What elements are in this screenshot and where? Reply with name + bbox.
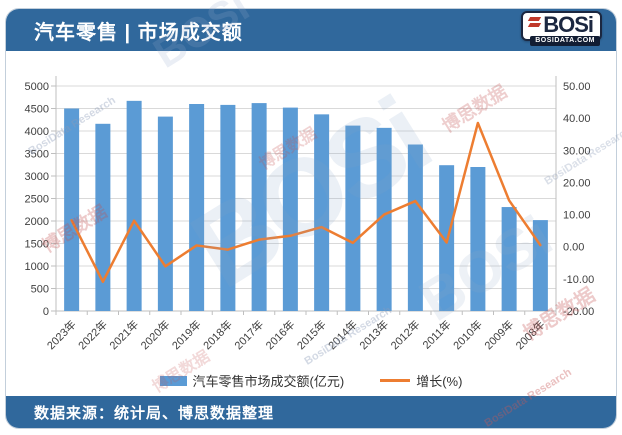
x-axis-label: 2008年 [513, 317, 548, 352]
revenue-bar [251, 103, 267, 311]
left-axis-label: 500 [31, 284, 49, 296]
left-axis-label: 2000 [25, 216, 49, 228]
logo-domain-label: BOSIDATA.COM [530, 36, 600, 46]
x-axis-label: 2018年 [200, 317, 235, 352]
line-series-swatch [380, 379, 411, 382]
revenue-bar [64, 108, 80, 311]
revenue-bar [157, 116, 173, 311]
header-band: 汽车零售 | 市场成交额 [6, 9, 616, 51]
revenue-bar [189, 104, 205, 311]
revenue-bar [314, 114, 330, 311]
x-axis-label: 2021年 [106, 317, 141, 352]
x-axis-label: 2016年 [263, 317, 298, 352]
x-axis-label: 2013年 [356, 317, 391, 352]
right-axis-label: 10.00 [563, 210, 591, 222]
left-axis-label: 0 [43, 306, 49, 318]
left-axis-label: 3500 [25, 149, 49, 161]
bar-series-label: 汽车零售市场成交额(亿元) [192, 374, 345, 389]
right-axis-label: 40.00 [563, 113, 591, 125]
right-axis-label: 0.00 [563, 242, 584, 254]
x-axis-label: 2023年 [44, 317, 79, 352]
combo-chart: 0 500 1000 1500 2000 2500 3000 3500 4000 4500 5000… [25, 76, 594, 352]
x-axis-label: 2019年 [169, 317, 204, 352]
left-axis-label: 3000 [25, 171, 49, 183]
revenue-bar [501, 207, 517, 311]
line-series-label: 增长(%) [416, 374, 463, 389]
x-axis-label: 2009年 [481, 317, 516, 352]
left-axis-label: 5000 [25, 81, 49, 93]
x-axis-label: 2010年 [450, 317, 485, 352]
revenue-bar [532, 220, 548, 311]
chart-legend: 汽车零售市场成交额(亿元) 增长(%) [6, 365, 616, 396]
revenue-bar [282, 107, 298, 311]
legend-item-growth: 增长(%) [380, 371, 462, 390]
left-axis-label: 1500 [25, 239, 49, 251]
legend-item-revenue: 汽车零售市场成交额(亿元) [159, 371, 345, 390]
revenue-bar [126, 100, 142, 311]
x-axis-label: 2017年 [231, 317, 266, 352]
growth-line [70, 121, 542, 283]
revenue-bar [407, 144, 423, 311]
bosi-logo: BOSi BOSIDATA.COM [498, 11, 602, 46]
footer-band: 数据来源：统计局、博思数据整理 [6, 396, 616, 428]
left-axis-label: 4500 [25, 104, 49, 116]
x-axis-label: 2020年 [138, 317, 173, 352]
x-axis-label: 2011年 [419, 317, 453, 351]
x-axis-label: 2012年 [388, 317, 423, 352]
logo-red-stripes-icon [528, 17, 542, 27]
x-axis-label: 2015年 [294, 317, 329, 352]
revenue-bar [470, 167, 486, 311]
x-axis-label: 2014年 [325, 317, 360, 352]
data-source-text: 数据来源：统计局、博思数据整理 [34, 404, 275, 422]
bar-series-swatch [159, 375, 187, 386]
x-axis-label: 2022年 [75, 317, 110, 352]
revenue-bar [95, 123, 111, 311]
revenue-bar [220, 104, 236, 312]
right-axis-label: 50.00 [563, 81, 591, 93]
report-card: 汽车零售 | 市场成交额 BOSi BOSIDATA.COM 0 500 1000 1… [5, 8, 617, 429]
right-axis-label: -10.00 [563, 274, 594, 286]
revenue-bar [376, 127, 392, 311]
right-axis-label: 30.00 [563, 145, 591, 157]
revenue-bar [345, 125, 361, 311]
page-title: 汽车零售 | 市场成交额 [34, 21, 243, 44]
left-axis-label: 4000 [25, 126, 49, 138]
left-axis-label: 2500 [25, 194, 49, 206]
logo-text: BOSi [543, 12, 594, 37]
chart-region: 0 500 1000 1500 2000 2500 3000 3500 4000 4500 5000… [6, 51, 616, 365]
right-axis-label: -20.00 [563, 306, 594, 318]
left-axis-label: 1000 [25, 261, 49, 273]
right-axis-label: 20.00 [563, 177, 591, 189]
